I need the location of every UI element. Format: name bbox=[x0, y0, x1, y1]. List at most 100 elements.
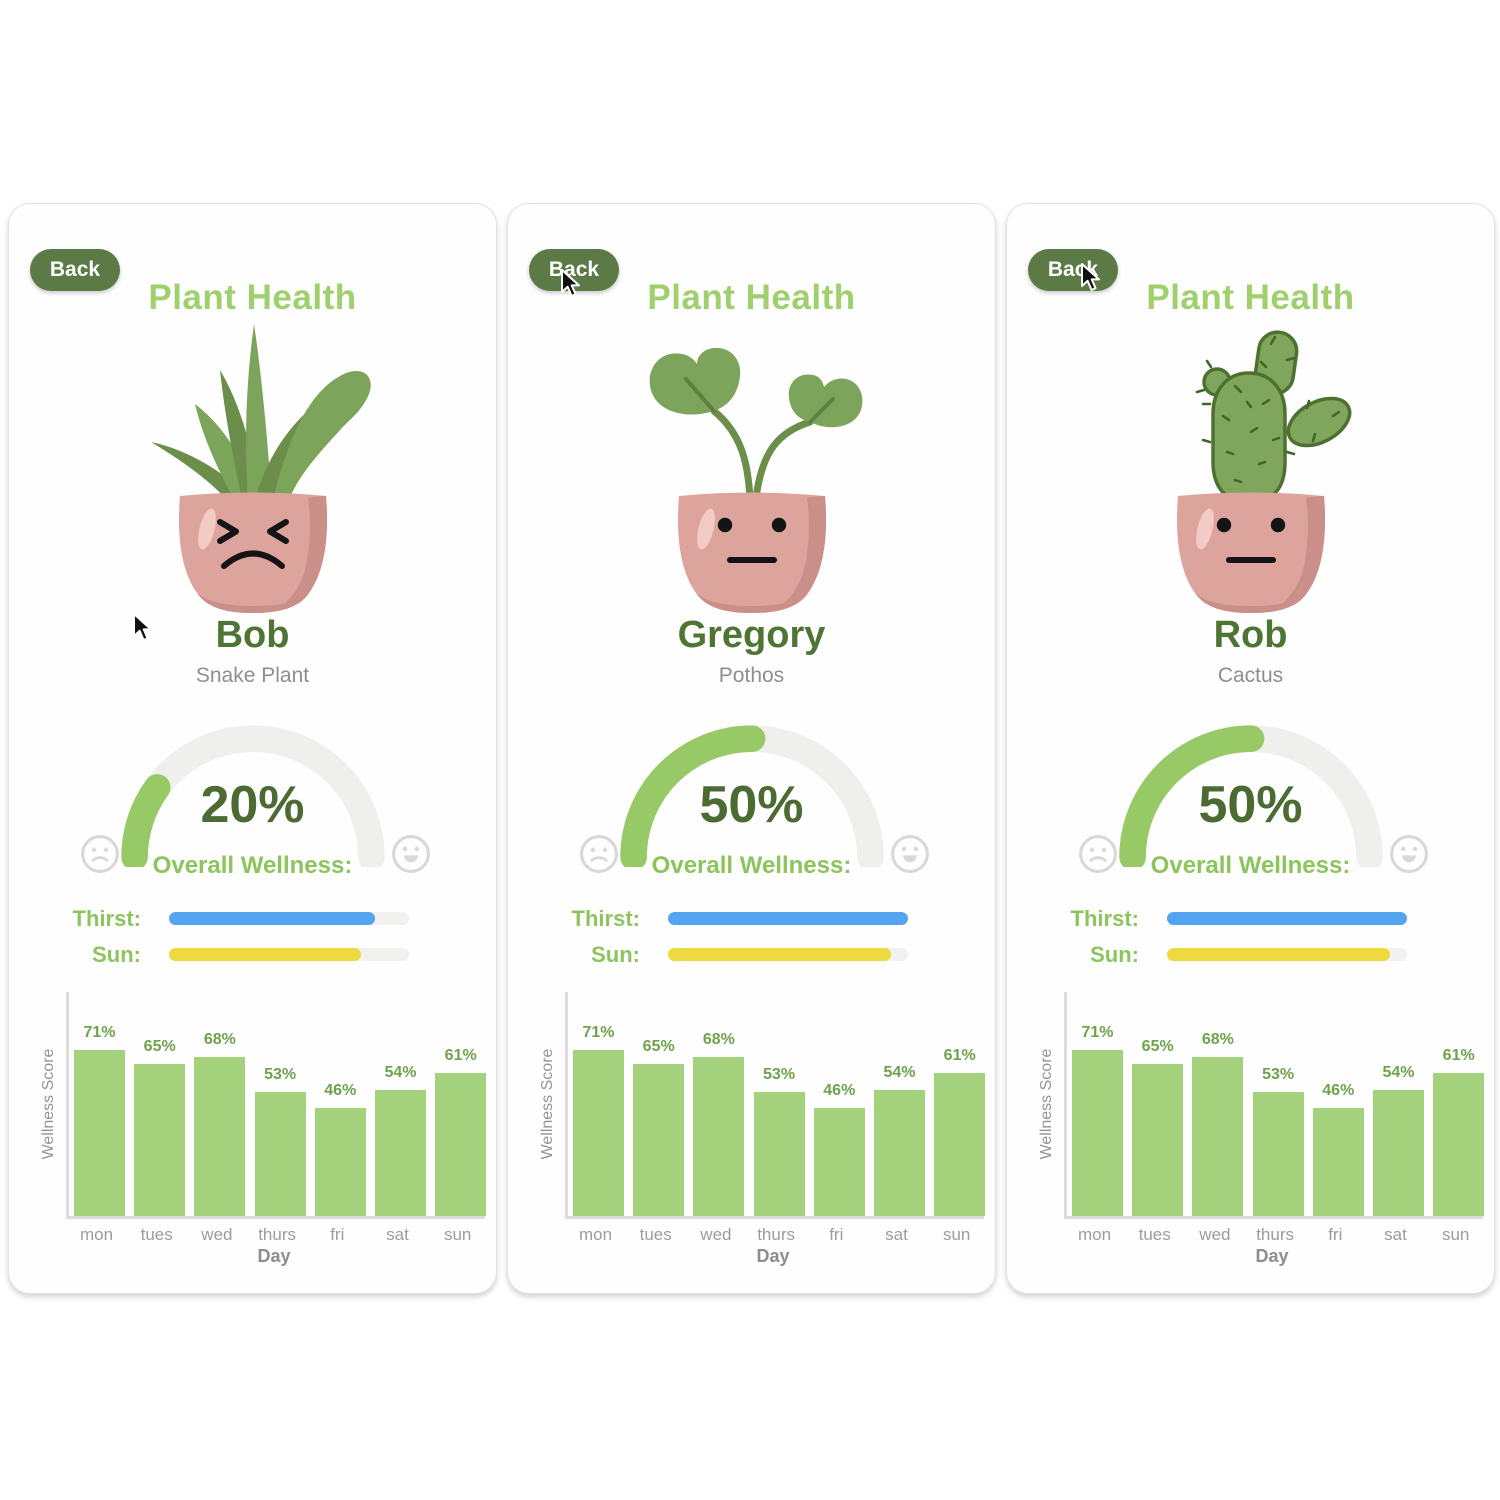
chart-bar bbox=[314, 1108, 366, 1216]
cactus-pads bbox=[1201, 330, 1351, 504]
wellness-bar-chart: Wellness Score 71% 65% 68% 53% 46% 54% 61% mon… bbox=[508, 992, 995, 1282]
plant-detail-card: Back Plant Health bbox=[8, 203, 497, 1294]
x-tick-label: sat bbox=[885, 1225, 908, 1244]
thirst-meter-track bbox=[169, 912, 409, 925]
plant-species: Pothos bbox=[718, 664, 785, 687]
wellness-gauge: 20% Overall Wellness: bbox=[9, 709, 496, 894]
x-tick-label: sun bbox=[1441, 1225, 1470, 1244]
plant-panels: Back Plant Health bbox=[8, 203, 1495, 1294]
happy-face-icon bbox=[392, 835, 430, 873]
pothos-illustration bbox=[649, 347, 862, 613]
chart-bar bbox=[375, 1090, 426, 1216]
back-button[interactable]: Back bbox=[30, 249, 120, 291]
bar-value-label: 61% bbox=[444, 1047, 477, 1064]
bar-value-label: 61% bbox=[943, 1047, 976, 1064]
plant-name: Gregory bbox=[677, 614, 826, 656]
sun-meter-track bbox=[169, 948, 409, 961]
chart-bar bbox=[934, 1073, 986, 1216]
x-tick-label: thurs bbox=[258, 1225, 296, 1244]
chart-bar bbox=[1312, 1108, 1364, 1216]
sad-face-icon bbox=[1079, 835, 1117, 873]
overall-wellness-label: Overall Wellness: bbox=[651, 852, 852, 879]
chart-y-axis-label: Wellness Score bbox=[539, 1048, 556, 1160]
pothos-stems-leaves bbox=[649, 347, 862, 502]
plant-illustration bbox=[103, 312, 403, 622]
x-tick-label: thurs bbox=[757, 1225, 795, 1244]
thirst-meter-fill bbox=[169, 912, 376, 925]
chart-bar bbox=[874, 1090, 925, 1216]
x-tick-label: sat bbox=[386, 1225, 409, 1244]
chart-bar bbox=[573, 1050, 624, 1216]
chart-bar bbox=[813, 1108, 865, 1216]
x-tick-label: fri bbox=[829, 1225, 844, 1244]
x-tick-label: tues bbox=[639, 1225, 672, 1244]
page-title: Plant Health bbox=[148, 278, 357, 317]
chart-plot-area: 71% 65% 68% 53% 46% 54% 61% bbox=[1064, 992, 1485, 1219]
bar-value-label: 46% bbox=[324, 1082, 357, 1099]
chart-x-tick-row: mon tues wed thurs fri sat sun bbox=[565, 1223, 981, 1245]
chart-bar bbox=[1072, 1050, 1123, 1216]
bar-value-label: 65% bbox=[642, 1038, 675, 1055]
chart-x-axis-label: Day bbox=[756, 1246, 790, 1266]
chart-bar bbox=[435, 1073, 487, 1216]
thirst-label: Thirst: bbox=[1070, 906, 1139, 931]
plant-name: Bob bbox=[215, 614, 290, 656]
plant-species: Cactus bbox=[1217, 664, 1284, 687]
x-tick-label: tues bbox=[1138, 1225, 1171, 1244]
neutral-pot-face bbox=[1216, 517, 1285, 563]
bar-value-label: 68% bbox=[1201, 1031, 1234, 1048]
chart-bar bbox=[753, 1092, 805, 1216]
x-tick-label: sat bbox=[1384, 1225, 1407, 1244]
x-tick-label: mon bbox=[1077, 1225, 1112, 1244]
x-tick-label: fri bbox=[1328, 1225, 1343, 1244]
thirst-meter-row: Thirst: bbox=[1007, 906, 1494, 931]
wellness-percent: 50% bbox=[1198, 776, 1303, 834]
chart-bar bbox=[1192, 1057, 1244, 1216]
happy-face-icon bbox=[891, 835, 929, 873]
sad-pot-face bbox=[216, 519, 289, 569]
cactus-spines bbox=[1195, 335, 1340, 484]
sun-meter-fill bbox=[1167, 948, 1391, 961]
wellness-gauge: 50% Overall Wellness: bbox=[1007, 709, 1494, 894]
chart-bar bbox=[74, 1050, 125, 1216]
chart-y-axis-label: Wellness Score bbox=[1038, 1048, 1055, 1160]
chart-y-axis-label: Wellness Score bbox=[40, 1048, 57, 1160]
x-tick-label: sun bbox=[443, 1225, 472, 1244]
chart-plot-area: 71% 65% 68% 53% 46% 54% 61% bbox=[66, 992, 487, 1219]
overall-wellness-label: Overall Wellness: bbox=[152, 852, 353, 879]
wellness-percent: 50% bbox=[699, 776, 804, 834]
cactus-illustration bbox=[1176, 330, 1351, 613]
sun-label: Sun: bbox=[591, 942, 640, 967]
x-tick-label: wed bbox=[700, 1225, 732, 1244]
bar-value-label: 68% bbox=[702, 1031, 735, 1048]
bar-value-label: 68% bbox=[203, 1031, 236, 1048]
bar-value-label: 54% bbox=[883, 1064, 916, 1081]
snake-plant-illustration bbox=[150, 324, 371, 613]
bar-value-label: 46% bbox=[823, 1082, 856, 1099]
chart-x-tick-row: mon tues wed thurs fri sat sun bbox=[1064, 1223, 1480, 1245]
wellness-bar-chart: Wellness Score 71% 65% 68% 53% 46% 54% 61% mon… bbox=[9, 992, 496, 1282]
plant-illustration bbox=[1101, 312, 1401, 622]
bar-value-label: 65% bbox=[143, 1038, 176, 1055]
gauge-arc bbox=[1118, 725, 1383, 867]
chart-bar bbox=[134, 1064, 186, 1216]
x-tick-label: mon bbox=[79, 1225, 114, 1244]
x-tick-label: mon bbox=[578, 1225, 613, 1244]
bar-value-label: 46% bbox=[1322, 1082, 1355, 1099]
page-title: Plant Health bbox=[1146, 278, 1355, 317]
bar-value-label: 53% bbox=[1262, 1066, 1295, 1083]
sad-face-icon bbox=[81, 835, 119, 873]
snake-plant-leaves bbox=[150, 324, 371, 500]
gauge-arc bbox=[120, 725, 385, 867]
wellness-bar-chart: Wellness Score 71% 65% 68% 53% 46% 54% 61% mon… bbox=[1007, 992, 1494, 1282]
thirst-meter-track bbox=[668, 912, 908, 925]
sun-meter-row: Sun: bbox=[9, 942, 496, 967]
thirst-meter-row: Thirst: bbox=[508, 906, 995, 931]
thirst-meter-fill bbox=[1167, 912, 1407, 925]
plant-detail-card: Back Plant Health bbox=[507, 203, 996, 1294]
thirst-label: Thirst: bbox=[72, 906, 141, 931]
bar-value-label: 71% bbox=[1081, 1024, 1114, 1041]
sun-meter-row: Sun: bbox=[508, 942, 995, 967]
chart-bar bbox=[194, 1057, 246, 1216]
bar-value-label: 71% bbox=[83, 1024, 116, 1041]
